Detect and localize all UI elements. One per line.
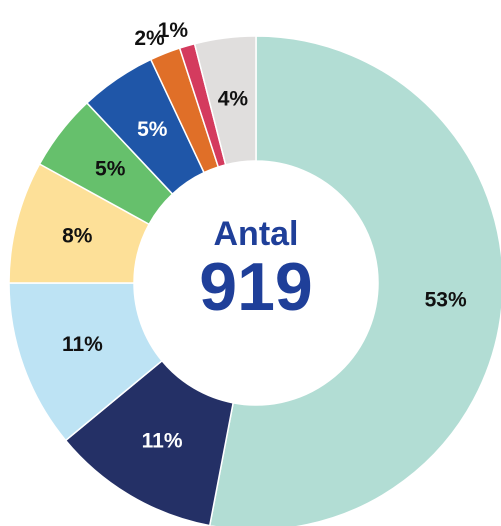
slice-label: 5%	[95, 157, 126, 180]
slice	[193, 35, 257, 166]
slice-label: 2%	[134, 27, 165, 50]
slice-label: 1%	[158, 19, 189, 42]
slice-label: 8%	[62, 225, 93, 248]
center-label: Antal	[214, 215, 299, 253]
donut	[8, 35, 501, 526]
slice-label: 11%	[142, 429, 183, 452]
slice-label: 11%	[62, 333, 103, 356]
center-value: 919	[199, 249, 312, 325]
slice-label: 4%	[218, 88, 249, 111]
slice-label: 53%	[425, 288, 467, 311]
slice-label: 5%	[137, 118, 168, 141]
